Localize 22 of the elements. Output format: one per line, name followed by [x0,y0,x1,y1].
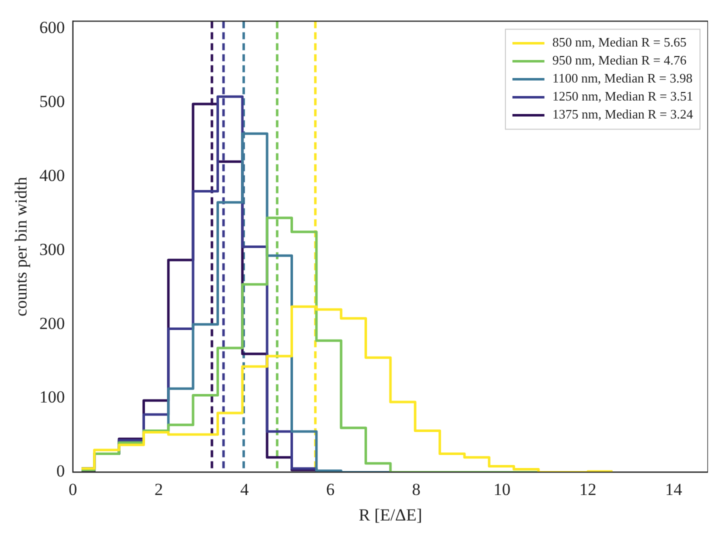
y-tick-label: 300 [39,240,65,259]
x-tick-label: 4 [240,480,250,499]
legend-label: 1375 nm, Median R = 3.24 [552,106,694,122]
x-tick-label: 0 [68,480,78,499]
y-axis-title: counts per bin width [12,176,31,316]
y-tick-label: 200 [39,314,65,333]
legend-label: 1100 nm, Median R = 3.98 [552,70,693,86]
x-tick-label: 14 [665,480,683,499]
y-tick-label: 400 [39,166,65,185]
legend-label: 950 nm, Median R = 4.76 [552,52,687,68]
legend-label: 1250 nm, Median R = 3.51 [552,88,694,104]
x-tick-label: 2 [154,480,163,499]
y-tick-label: 0 [56,462,65,481]
y-tick-label: 600 [39,18,65,38]
x-tick-label: 12 [579,480,596,499]
x-tick-label: 10 [494,480,511,499]
y-tick-label: 100 [39,388,65,407]
x-tick-label: 8 [412,480,420,499]
x-axis-title: R [E/ΔE] [358,505,422,524]
legend-label: 850 nm, Median R = 5.65 [552,34,687,50]
x-tick-label: 6 [326,480,335,499]
y-tick-label: 500 [39,92,65,111]
